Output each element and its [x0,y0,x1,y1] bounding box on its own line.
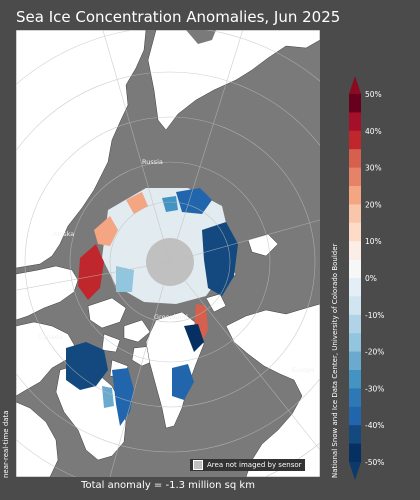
land-mask [16,30,320,477]
colorbar-swatch [349,94,361,113]
colorbar-swatch [349,112,361,132]
colorbar-swatch [349,149,361,168]
colorbar-tick-label: 30% [365,164,382,173]
colorbar-swatch [349,351,361,371]
colorbar-swatch [349,296,361,316]
colorbar-tick-label: 20% [365,200,382,209]
colorbar-tick-label: 40% [365,127,382,136]
sea-ice-anomaly-overlay [66,188,238,426]
graticule [16,30,320,477]
colorbar-tick-label: -20% [365,348,384,357]
colorbar-swatch [349,425,361,444]
region-label-canada: Canada [38,333,63,341]
region-label-russia: Russia [142,158,163,166]
colorbar-tick-label: -30% [365,384,384,393]
colorbar-tick-label: -50% [365,458,384,467]
colorbar-swatch [349,370,361,389]
colorbar-over-arrow [349,76,361,94]
colorbar-swatch [349,241,361,260]
colorbar-tick-label: -40% [365,421,384,430]
colorbar-swatch [349,204,361,224]
region-label-alaska: Alaska [53,230,75,238]
colorbar-swatches [349,76,361,480]
colorbar-swatch [349,259,361,279]
colorbar-swatch [349,406,361,426]
colorbar-swatch [349,130,361,150]
colorbar-tick-label: 50% [365,90,382,99]
colorbar-under-arrow [349,462,361,480]
colorbar-swatch [349,388,361,408]
colorbar-swatch [349,167,361,187]
colorbar-swatch [349,186,361,205]
colorbar-swatch [349,278,361,297]
colorbar-tick-label: -10% [365,311,384,320]
credit-text: National Snow and Ice Data Center, Unive… [331,243,339,478]
colorbar-swatch [349,333,361,352]
map-title: Sea Ice Concentration Anomalies, Jun 202… [16,8,341,26]
colorbar-swatch [349,314,361,334]
colorbar-swatch [349,443,361,463]
colorbar: 50% 40% 30% 20% 10% 0% -10% -20% -30% -40% -50% [349,76,384,480]
legend-label: Area not imaged by sensor [207,461,302,469]
colorbar-tick-label: 0% [365,274,377,283]
colorbar-ticks: 50% 40% 30% 20% 10% 0% -10% -20% -30% -40% -50% [365,90,384,467]
legend-not-imaged: Area not imaged by sensor [190,459,305,471]
colorbar-tick-label: 10% [365,237,382,246]
colorbar-swatch [349,222,361,242]
total-anomaly: Total anomaly = -1.3 million sq km [81,480,255,491]
sea-ice-map: Russia Alaska Canada Greenland Europe Ar… [16,30,320,477]
near-real-time-note: near-real-time data [2,410,10,478]
legend-swatch [193,460,203,470]
region-label-greenland: Greenland [154,313,188,321]
region-label-europe: Europe [292,366,315,374]
